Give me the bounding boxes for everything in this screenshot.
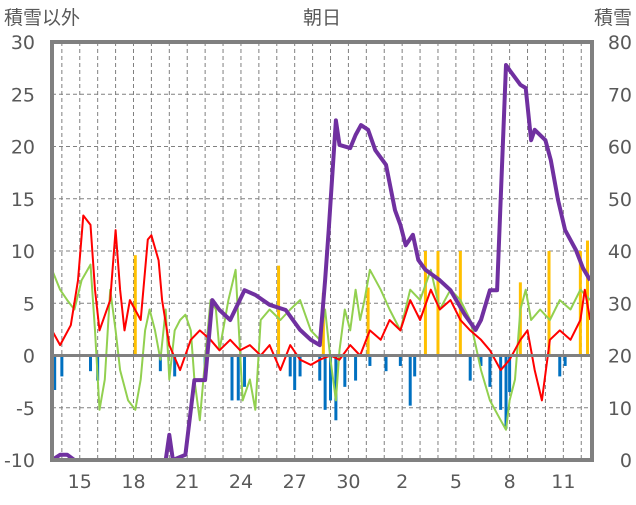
blue-bars-bar [318, 355, 322, 381]
blue-bars-bar [368, 355, 372, 366]
left-tick-label: 5 [23, 293, 35, 315]
blue-bars-bar [508, 355, 512, 393]
x-tick-label: 5 [450, 471, 462, 493]
plot-border [50, 40, 594, 462]
blue-bars-bar [173, 355, 177, 377]
red-line [51, 214, 592, 402]
orange-bars-bar [547, 251, 551, 356]
blue-bars-bar [563, 355, 567, 366]
x-tick-label: 15 [68, 471, 92, 493]
orange-bars-bar [578, 251, 582, 356]
x-tick-label: 27 [283, 471, 307, 493]
left-tick-label: 10 [11, 241, 35, 263]
blue-bars-bar [298, 355, 302, 377]
right-tick-label: 80 [608, 32, 632, 54]
blue-bars-bar [158, 355, 162, 372]
blue-bars-bar [329, 355, 333, 401]
x-tick-label: 11 [551, 471, 575, 493]
x-tick-label: 24 [229, 471, 253, 493]
x-tick-label: 2 [396, 471, 408, 493]
left-axis-label: 積雪以外 [4, 7, 80, 29]
blue-bars-bar [60, 355, 64, 377]
blue-bars-bar [499, 355, 503, 410]
blue-bars-bar [488, 355, 492, 387]
blue-bars-bar [89, 355, 93, 372]
right-tick-label: 70 [608, 84, 632, 106]
right-axis-label: 積雪 [594, 7, 632, 29]
orange-bars-bar [366, 287, 370, 356]
blue-bars-bar [558, 355, 562, 377]
blue-bars-bar [354, 355, 358, 381]
right-tick-label: 10 [608, 398, 632, 420]
blue-bars-bar [243, 355, 247, 387]
x-tick-label: 21 [175, 471, 199, 493]
left-tick-label: 15 [11, 189, 35, 211]
blue-bars-bar [384, 355, 388, 372]
right-tick-label: 20 [608, 346, 632, 368]
x-tick-label: 18 [121, 471, 145, 493]
blue-bars-bar [468, 355, 472, 381]
line-series [50, 63, 592, 462]
right-tick-label: 40 [608, 241, 632, 263]
orange-bars-bar [277, 265, 281, 356]
snow-depth [50, 63, 592, 462]
blue-bars-bar [288, 355, 292, 377]
left-tick-label: 25 [11, 84, 35, 106]
x-tick-label: 30 [336, 471, 360, 493]
orange-bars-bar [133, 255, 137, 356]
blue-bars-bar [293, 355, 297, 390]
left-tick-label: -5 [16, 398, 35, 420]
blue-bars-bar [398, 355, 402, 366]
left-tick-label: 0 [23, 346, 35, 368]
right-tick-label: 0 [620, 450, 632, 472]
left-tick-label: -10 [4, 450, 35, 472]
plot-frame [50, 40, 594, 462]
green-line [51, 263, 591, 431]
blue-bars-bar [53, 355, 57, 390]
blue-bars-bar [408, 355, 412, 406]
blue-bars-bar [236, 355, 240, 401]
left-tick-label: 30 [11, 32, 35, 54]
blue-bars-bar [343, 355, 347, 387]
right-tick-label: 30 [608, 293, 632, 315]
blue-bars-bar [230, 355, 234, 401]
blue-bars-bar [504, 355, 508, 429]
blue-bars-bar [413, 355, 417, 377]
right-tick-label: 60 [608, 137, 632, 159]
chart-title: 朝日 [303, 7, 341, 29]
blue-bars-bar [479, 355, 483, 366]
left-tick-label: 20 [11, 137, 35, 159]
right-tick-label: 50 [608, 189, 632, 211]
blue-bars-bar [323, 355, 327, 410]
x-tick-label: 8 [504, 471, 516, 493]
